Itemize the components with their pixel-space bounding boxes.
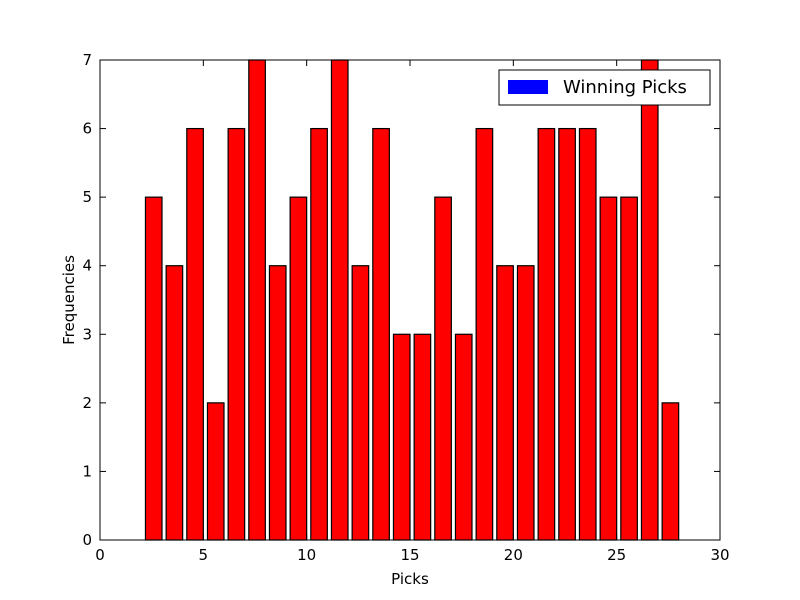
y-axis-label: Frequencies: [60, 255, 78, 345]
bar: [289, 196, 308, 541]
x-axis-label: Picks: [391, 570, 429, 588]
y-tick-label: 7: [82, 51, 92, 69]
bar: [186, 127, 204, 541]
legend: Winning Picks: [498, 69, 711, 106]
bar: [475, 127, 494, 541]
y-tick-label: 6: [82, 120, 92, 138]
bar: [392, 333, 411, 541]
x-tick-label: 5: [199, 546, 209, 564]
bar: [454, 333, 473, 541]
bar: [351, 265, 370, 541]
bar: [620, 196, 638, 541]
bar: [640, 59, 659, 541]
bars-group: [144, 59, 680, 541]
bar: [434, 196, 452, 541]
bar: [516, 265, 535, 541]
y-tick-label: 3: [82, 325, 92, 343]
bar: [413, 333, 432, 541]
legend-swatch: [508, 80, 548, 94]
y-tick-label: 5: [82, 188, 92, 206]
x-tick-label: 10: [297, 546, 316, 564]
bar: [578, 127, 597, 541]
bar: [165, 265, 184, 541]
bar: [537, 127, 556, 541]
tick-labels-group: 0 5 10 15 20 25 30 0 1 2 3 4 5 6 7: [82, 51, 729, 564]
bar: [144, 196, 163, 541]
bar: [330, 59, 349, 541]
bar: [206, 402, 225, 541]
bar: [661, 402, 680, 541]
bar: [599, 196, 618, 541]
bar: [372, 127, 390, 541]
ticks-group: [99, 59, 721, 541]
bar: [558, 127, 576, 541]
legend-label: Winning Picks: [563, 77, 687, 98]
y-tick-label: 4: [82, 257, 92, 275]
x-tick-label: 20: [504, 546, 523, 564]
y-tick-label: 0: [82, 531, 92, 549]
x-tick-label: 25: [607, 546, 626, 564]
bar: [496, 265, 514, 541]
bar: [248, 59, 266, 541]
x-tick-label: 15: [400, 546, 419, 564]
y-tick-label: 1: [82, 462, 92, 480]
bar: [268, 265, 287, 541]
y-tick-label: 2: [82, 394, 92, 412]
bar: [310, 127, 328, 541]
x-tick-label: 0: [95, 546, 105, 564]
bar: [227, 127, 246, 541]
x-tick-label: 30: [710, 546, 729, 564]
